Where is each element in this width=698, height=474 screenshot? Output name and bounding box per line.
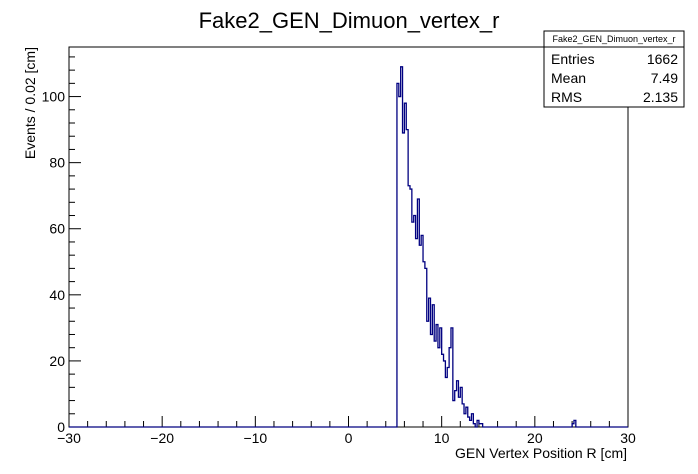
stats-entries-label: Entries (551, 51, 595, 67)
stats-rms-value: 2.135 (643, 89, 678, 105)
histogram-series-line (69, 66, 628, 428)
stats-mean-value: 7.49 (651, 70, 678, 86)
stats-mean-label: Mean (551, 70, 586, 86)
x-tick-label: 30 (620, 430, 636, 446)
x-tick-label: 10 (434, 430, 450, 446)
y-tick-label: 20 (49, 353, 65, 369)
stats-entries-value: 1662 (647, 51, 678, 67)
y-tick-label: 80 (49, 155, 65, 171)
axis-ticks: −30 −20 −10 0 10 20 30 0 20 40 60 80 100 (42, 56, 636, 446)
x-tick-label: 20 (527, 430, 543, 446)
y-tick-label: 40 (49, 287, 65, 303)
stats-box-name: Fake2_GEN_Dimuon_vertex_r (552, 34, 675, 44)
x-tick-label: −30 (57, 430, 81, 446)
y-axis-label: Events / 0.02 [cm] (22, 47, 38, 159)
x-tick-label: 0 (345, 430, 353, 446)
stats-box: Fake2_GEN_Dimuon_vertex_r Entries 1662 M… (543, 30, 685, 108)
x-axis-label: GEN Vertex Position R [cm] (455, 445, 627, 461)
chart-title: Fake2_GEN_Dimuon_vertex_r (199, 8, 500, 33)
y-tick-label: 100 (42, 89, 66, 105)
y-tick-label: 0 (57, 419, 65, 435)
stats-rms-label: RMS (551, 89, 582, 105)
x-tick-label: −10 (243, 430, 267, 446)
x-tick-label: −20 (150, 430, 174, 446)
y-tick-label: 60 (49, 221, 65, 237)
